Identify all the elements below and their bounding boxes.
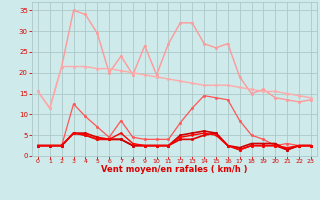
X-axis label: Vent moyen/en rafales ( km/h ): Vent moyen/en rafales ( km/h ) bbox=[101, 165, 248, 174]
